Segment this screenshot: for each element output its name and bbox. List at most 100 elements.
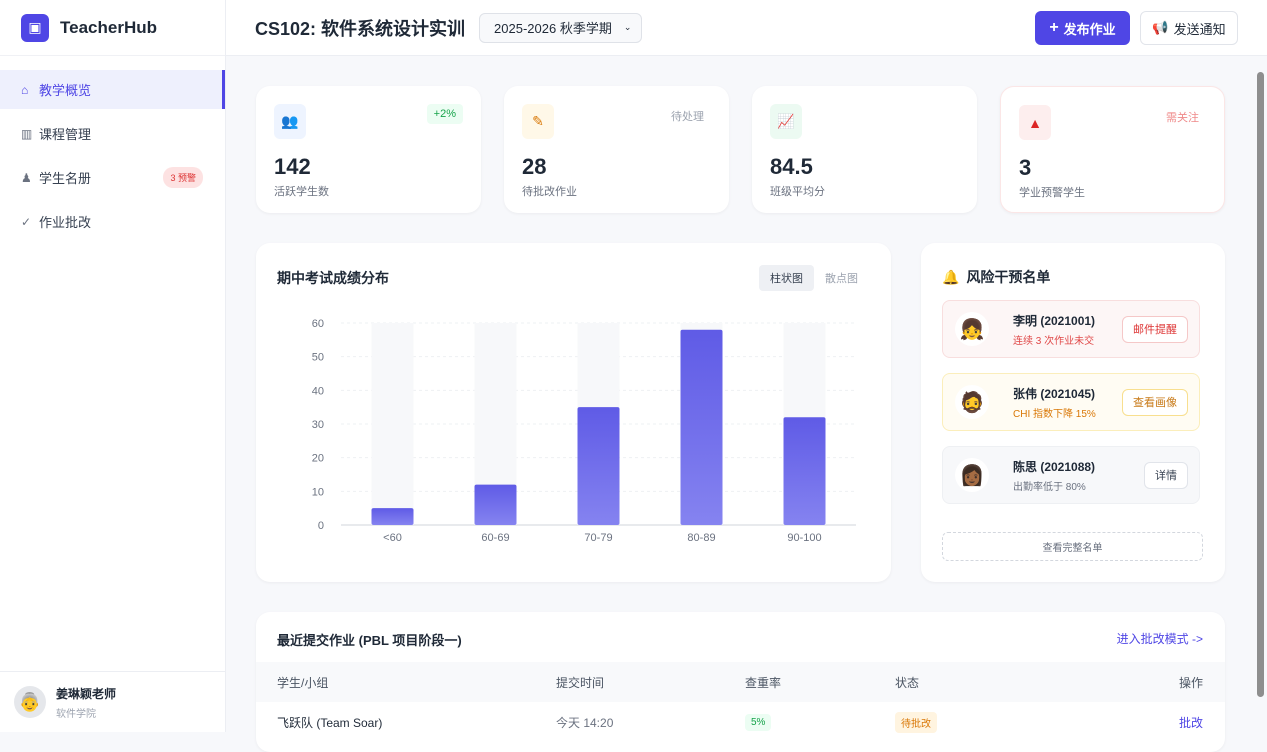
student-name: 李明 (2021001) xyxy=(1013,313,1096,328)
stat-value: 28 xyxy=(522,154,547,179)
x-tick-label: 60-69 xyxy=(481,532,509,544)
stat-tag: 待处理 xyxy=(671,111,704,123)
stat-label: 学业预警学生 xyxy=(1019,187,1085,199)
user-dept: 软件学院 xyxy=(56,708,96,720)
grade-link[interactable]: 批改 xyxy=(1178,715,1203,730)
y-tick-label: 40 xyxy=(312,385,324,397)
x-tick-label: 90-100 xyxy=(787,532,821,544)
y-tick-label: 30 xyxy=(312,419,324,431)
bar xyxy=(783,417,826,525)
avatar: 🧔 xyxy=(955,385,989,419)
view-full-list-button[interactable]: 查看完整名单 xyxy=(942,532,1203,561)
submissions-title: 最近提交作业 (PBL 项目阶段一) xyxy=(277,633,462,648)
scrollbar[interactable] xyxy=(1256,58,1265,732)
sidebar-item-overview[interactable]: ⌂ 教学概览 xyxy=(0,70,225,109)
x-tick-label: 80-89 xyxy=(687,532,715,544)
bell-icon: 🔔 xyxy=(942,268,960,285)
edit-file-icon: ✎ xyxy=(522,104,554,139)
sidebar-item-courses[interactable]: ▥ 课程管理 xyxy=(0,114,225,153)
label: 课程管理 xyxy=(39,127,92,142)
logo: ▣ TeacherHub xyxy=(0,0,225,56)
stat-tag: 需关注 xyxy=(1166,112,1199,124)
send-notification-button[interactable]: 📢 发送通知 xyxy=(1140,11,1238,45)
label: 发布作业 xyxy=(1063,21,1116,37)
label: 学生名册 xyxy=(39,171,92,186)
users-icon: 👥 xyxy=(274,104,306,139)
toggle-scatter[interactable]: 散点图 xyxy=(825,273,858,285)
label: 发送通知 xyxy=(1173,21,1226,37)
warning-icon: ▲ xyxy=(1019,105,1051,140)
col-student: 学生/小组 xyxy=(277,675,329,690)
bar-chart: 0 10 20 30 40 50 60 <60 60-69 70-79 80-89 90-100 xyxy=(312,318,856,544)
col-time: 提交时间 xyxy=(556,675,605,690)
avatar: 👵 xyxy=(14,686,46,718)
chevron-down-icon: ⌄ xyxy=(623,22,632,32)
submissions-card: 最近提交作业 (PBL 项目阶段一) 进入批改模式 -> 学生/小组 提交时间 … xyxy=(256,612,1225,752)
student-cell: 飞跃队 (Team Soar) xyxy=(277,715,383,730)
avatar: 👧 xyxy=(955,312,989,346)
grading-mode-link[interactable]: 进入批改模式 -> xyxy=(1116,632,1203,646)
table-row: 飞跃队 (Team Soar) 今天 14:20 5% 待批改 批改 xyxy=(256,702,1225,742)
stat-label: 活跃学生数 xyxy=(274,186,329,198)
label: 作业批改 xyxy=(39,215,92,230)
stat-value: 142 xyxy=(274,154,311,179)
label: 教学概览 xyxy=(39,83,92,98)
term-select[interactable]: 2025-2026 秋季学期 ⌄ xyxy=(479,12,643,43)
col-status: 状态 xyxy=(895,675,920,690)
student-name: 陈思 (2021088) xyxy=(1013,459,1096,474)
user-profile[interactable]: 👵 姜琳颖老师 软件学院 xyxy=(0,671,226,732)
bar xyxy=(577,407,620,525)
plus-icon: + xyxy=(1049,19,1059,36)
stat-card-average: 📈 84.5 班级平均分 xyxy=(752,86,977,213)
stat-value: 84.5 xyxy=(770,154,813,179)
term-value: 2025-2026 秋季学期 xyxy=(494,21,612,36)
check-double-icon: ✓ xyxy=(21,214,32,229)
stat-value: 3 xyxy=(1019,155,1032,180)
publish-assignment-button[interactable]: + 发布作业 xyxy=(1035,11,1130,45)
risk-desc: 连续 3 次作业未交 xyxy=(1013,335,1095,347)
student-name: 张伟 (2021045) xyxy=(1013,386,1096,401)
user-name: 姜琳颖老师 xyxy=(56,686,117,701)
graduate-icon: ♟ xyxy=(21,170,32,185)
time-cell: 今天 14:20 xyxy=(556,715,614,730)
risk-item[interactable]: 👧 李明 (2021001) 连续 3 次作业未交 邮件提醒 xyxy=(942,300,1200,358)
risk-item[interactable]: 👩🏾 陈思 (2021088) 出勤率低于 80% 详情 xyxy=(942,446,1200,504)
risk-title: 风险干预名单 xyxy=(966,269,1051,285)
book-icon: ▥ xyxy=(21,126,33,141)
chart-line-icon: 📈 xyxy=(770,104,802,139)
email-reminder-button[interactable]: 邮件提醒 xyxy=(1122,315,1188,343)
chart-type-toggle: 柱状图 散点图 xyxy=(759,265,869,291)
megaphone-icon: 📢 xyxy=(1152,20,1169,35)
risk-desc: CHI 指数下降 15% xyxy=(1013,408,1096,420)
table-header: 学生/小组 提交时间 查重率 状态 操作 xyxy=(256,662,1225,702)
y-tick-label: 50 xyxy=(312,352,324,364)
sidebar-item-students[interactable]: ♟ 学生名册 3 预警 xyxy=(0,158,225,197)
risk-list-card: 🔔 风险干预名单 👧 李明 (2021001) 连续 3 次作业未交 邮件提醒 🧔 … xyxy=(921,243,1225,582)
details-button[interactable]: 详情 xyxy=(1144,461,1188,489)
header: CS102: 软件系统设计实训 2025-2026 秋季学期 ⌄ + 发布作业 📢 发… xyxy=(226,0,1267,56)
y-tick-label: 60 xyxy=(312,318,324,330)
stat-card-warning: ▲ 需关注 3 学业预警学生 xyxy=(1000,86,1225,213)
risk-item[interactable]: 🧔 张伟 (2021045) CHI 指数下降 15% 查看画像 xyxy=(942,373,1200,431)
y-tick-label: 0 xyxy=(318,520,324,532)
avatar: 👩🏾 xyxy=(955,458,989,492)
risk-desc: 出勤率低于 80% xyxy=(1013,481,1086,493)
col-similarity: 查重率 xyxy=(745,675,782,690)
chart-title: 期中考试成绩分布 xyxy=(277,270,389,286)
sidebar-item-grading[interactable]: ✓ 作业批改 xyxy=(0,202,225,241)
score-distribution-card: 期中考试成绩分布 柱状图 散点图 0 10 20 30 40 50 60 <60 60-69 70… xyxy=(256,243,891,582)
bar-background xyxy=(371,323,414,525)
stat-card-pending: ✎ 待处理 28 待批改作业 xyxy=(504,86,729,213)
stat-card-active-students: 👥 +2% 142 活跃学生数 xyxy=(256,86,481,213)
warning-badge: 3 预警 xyxy=(163,167,203,188)
page-title: CS102: 软件系统设计实训 xyxy=(255,18,466,39)
sidebar: ▣ TeacherHub ⌂ 教学概览 ▥ 课程管理 ♟ 学生名册 3 预警 ✓ 作业批改… xyxy=(0,0,226,732)
toggle-bar[interactable]: 柱状图 xyxy=(759,265,814,291)
scrollbar-thumb[interactable] xyxy=(1257,72,1264,697)
home-icon: ⌂ xyxy=(21,82,29,97)
stat-tag: +2% xyxy=(426,104,463,124)
stat-label: 班级平均分 xyxy=(770,186,825,198)
x-tick-label: <60 xyxy=(383,532,402,544)
stat-label: 待批改作业 xyxy=(522,186,577,198)
view-profile-button[interactable]: 查看画像 xyxy=(1122,388,1188,416)
